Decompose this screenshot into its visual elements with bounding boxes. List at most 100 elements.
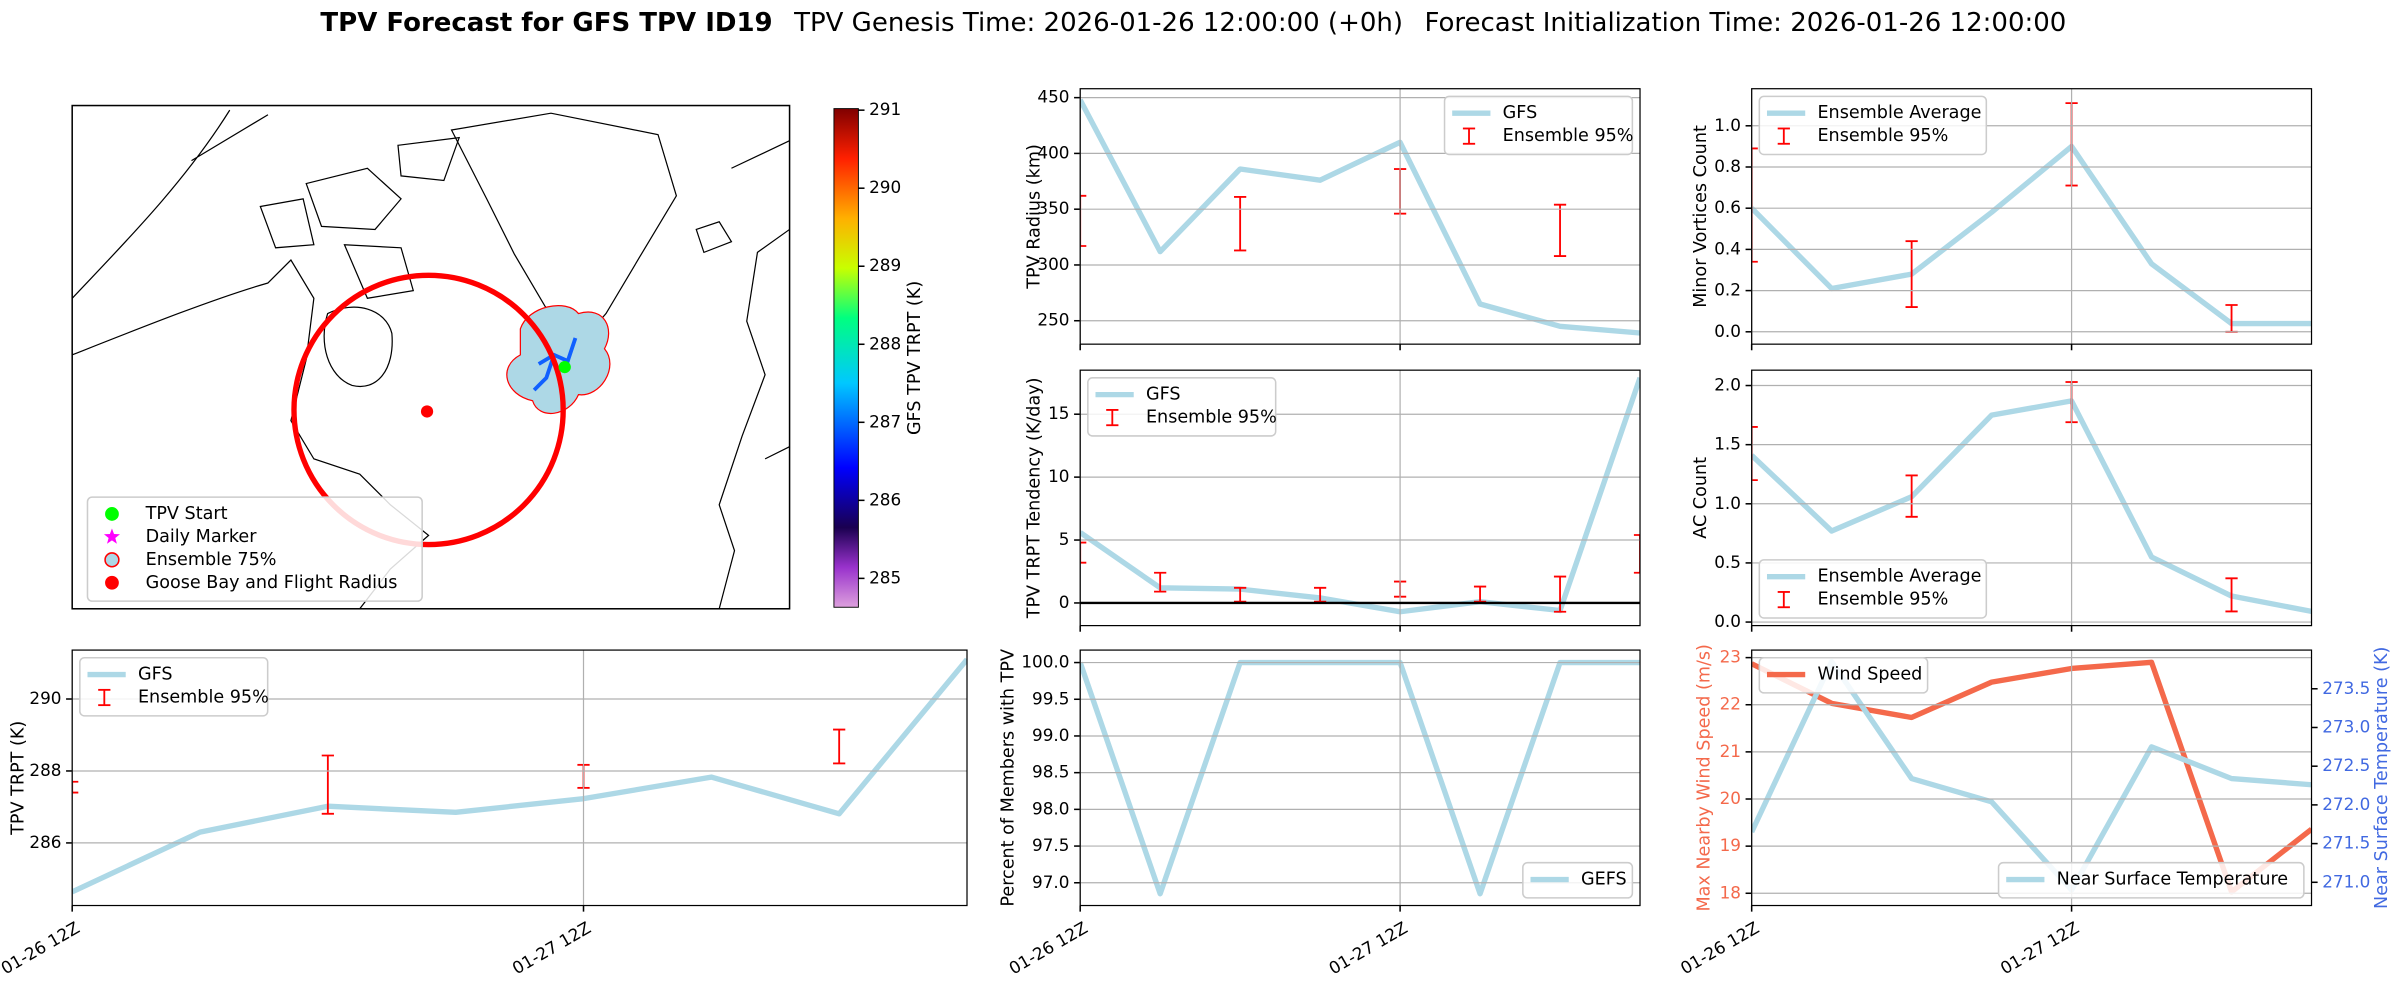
axes-frame <box>1751 369 2313 627</box>
axes-frame <box>71 649 968 907</box>
legend-label: GFS <box>1503 103 1538 123</box>
y-tick-label: 22 <box>1720 694 1741 714</box>
series-line <box>1080 98 1641 336</box>
legend-box <box>1997 861 2305 899</box>
plot-area <box>1080 376 1641 615</box>
series-line <box>72 657 968 895</box>
legend-label: GEFS <box>1581 870 1627 890</box>
y-axis-label: TPV TRPT Tendency (K/day) <box>1024 377 1044 619</box>
y-tick-label: 99.0 <box>1032 725 1069 745</box>
y-tick-label: 0.2 <box>1714 280 1741 300</box>
title-genesis: TPV Genesis Time: 2026-01-26 12:00:00 (+… <box>793 7 1403 37</box>
y-tick-label: 99.5 <box>1032 688 1069 708</box>
plot-area <box>1751 659 2312 895</box>
figure-title: TPV Forecast for GFS TPV ID19 TPV Genesis… <box>320 7 2066 37</box>
x-tick-label: 01-27 12Z <box>509 917 594 978</box>
y-tick-label: 286 <box>29 832 61 852</box>
y-tick-label: 0.8 <box>1714 156 1741 176</box>
legend-label: Ensemble 95% <box>1817 126 1948 146</box>
y2-axis-label: Near Surface Temperature (K) <box>2372 647 2392 909</box>
ensemble-area <box>506 305 611 415</box>
y-axis-label: TPV TRPT (K) <box>9 721 29 836</box>
legend-box <box>1087 377 1277 437</box>
legend-label: Ensemble Average <box>1817 567 1981 587</box>
legend-marker <box>103 528 120 544</box>
goose-bay <box>420 405 434 418</box>
legend-box <box>1443 95 1634 156</box>
y2-tick-label: 272.5 <box>2322 755 2370 775</box>
legend-label: Daily Marker <box>146 527 258 547</box>
arctic-islands <box>259 136 461 299</box>
legend-label: Ensemble 95% <box>1817 590 1948 610</box>
title-init: Forecast Initialization Time: 2026-01-26… <box>1424 7 2066 37</box>
hudson-bay <box>323 306 393 388</box>
tpv-start <box>558 360 571 374</box>
plot-area <box>1080 659 1641 897</box>
y-tick-label: 250 <box>1037 310 1069 330</box>
y-tick-label: 100.0 <box>1021 652 1069 672</box>
legend-box <box>1758 656 1929 694</box>
y-tick-label: 0 <box>1059 592 1070 612</box>
flight-radius <box>291 272 566 548</box>
y-tick-label: 0.6 <box>1714 197 1741 217</box>
y2-tick-label: 273.0 <box>2322 716 2370 736</box>
y-tick-label: 97.0 <box>1032 872 1069 892</box>
y-tick-label: 1.5 <box>1714 434 1741 454</box>
y-tick-label: 5 <box>1059 529 1070 549</box>
colorbar-tick-label: 286 <box>869 489 901 509</box>
legend-box <box>1758 559 1988 619</box>
y-tick-label: 21 <box>1720 741 1741 761</box>
y-tick-label: 288 <box>29 760 61 780</box>
legend-label: Ensemble 95% <box>138 687 269 707</box>
series-line <box>1080 376 1641 615</box>
series-line <box>1751 659 2312 895</box>
x-tick-label: 01-26 12Z <box>1677 917 1762 978</box>
y-axis-label: Minor Vortices Count <box>1691 125 1711 308</box>
y2-tick-label: 272.0 <box>2322 794 2370 814</box>
y-tick-label: 0.5 <box>1714 552 1741 572</box>
y-tick-label: 23 <box>1720 647 1741 667</box>
y-axis-label: Max Nearby Wind Speed (m/s) <box>1694 644 1714 911</box>
y-tick-label: 15 <box>1048 403 1069 423</box>
axes-frame <box>1751 649 2313 907</box>
colorbar-tick-label: 291 <box>869 99 901 119</box>
series-line <box>1080 659 1641 897</box>
legend-label: Near Surface Temperature <box>2057 870 2288 890</box>
colorbar-tick-label: 289 <box>869 255 901 275</box>
y2-tick-label: 271.0 <box>2322 871 2370 891</box>
legend-label: Goose Bay and Flight Radius <box>146 573 398 593</box>
y-tick-label: 2.0 <box>1714 375 1741 395</box>
x-tick-label: 01-26 12Z <box>0 917 83 978</box>
legend-box <box>79 656 269 717</box>
y-axis-label: Percent of Members with TPV <box>998 649 1018 907</box>
colorbar <box>833 108 859 608</box>
y-tick-label: 97.5 <box>1032 835 1069 855</box>
legend-box <box>86 496 423 602</box>
y2-tick-label: 271.5 <box>2322 833 2370 853</box>
y-tick-label: 98.0 <box>1032 798 1069 818</box>
y-tick-label: 350 <box>1037 198 1069 218</box>
y-tick-label: 450 <box>1037 87 1069 107</box>
map-frame <box>71 104 791 610</box>
y-tick-label: 0.0 <box>1714 321 1741 341</box>
track <box>532 337 578 392</box>
legend-label: GFS <box>138 665 173 685</box>
y2-tick-label: 273.5 <box>2322 678 2370 698</box>
legend-label: TPV Start <box>145 504 228 524</box>
axes-frame <box>1751 88 2313 345</box>
y-tick-label: 0.0 <box>1714 611 1741 631</box>
legend-box <box>1522 861 1634 899</box>
y-tick-label: 10 <box>1048 466 1069 486</box>
y-tick-label: 19 <box>1720 835 1741 855</box>
y-tick-label: 400 <box>1037 142 1069 162</box>
series-line <box>1751 659 2312 893</box>
legend-label: Ensemble 95% <box>1146 408 1277 428</box>
colorbar-tick-label: 290 <box>869 177 901 197</box>
europe <box>695 140 790 609</box>
x-tick-label: 01-26 12Z <box>1005 917 1090 978</box>
legend-label: Wind Speed <box>1817 665 1922 685</box>
y-tick-label: 1.0 <box>1714 493 1741 513</box>
y-tick-label: 300 <box>1037 254 1069 274</box>
y-tick-label: 290 <box>29 688 61 708</box>
